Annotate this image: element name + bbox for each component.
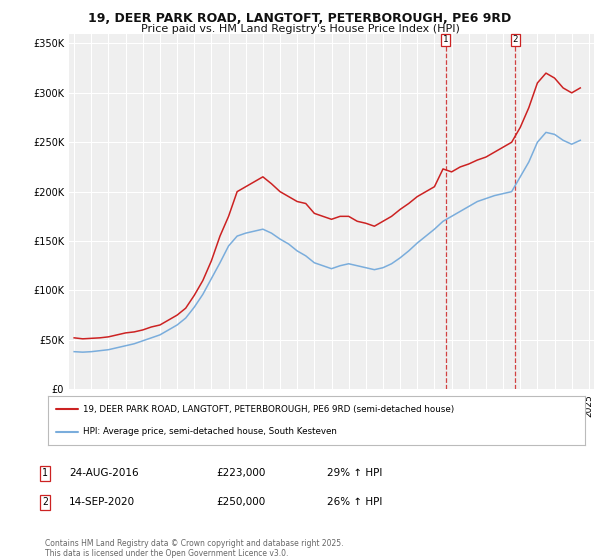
Text: Contains HM Land Registry data © Crown copyright and database right 2025.
This d: Contains HM Land Registry data © Crown c… [45, 539, 343, 558]
Text: 19, DEER PARK ROAD, LANGTOFT, PETERBOROUGH, PE6 9RD (semi-detached house): 19, DEER PARK ROAD, LANGTOFT, PETERBOROU… [83, 405, 454, 414]
Text: 24-AUG-2016: 24-AUG-2016 [69, 468, 139, 478]
Text: 14-SEP-2020: 14-SEP-2020 [69, 497, 135, 507]
Text: 29% ↑ HPI: 29% ↑ HPI [327, 468, 382, 478]
Text: Price paid vs. HM Land Registry's House Price Index (HPI): Price paid vs. HM Land Registry's House … [140, 24, 460, 34]
Text: 26% ↑ HPI: 26% ↑ HPI [327, 497, 382, 507]
Text: 2: 2 [42, 497, 48, 507]
Text: HPI: Average price, semi-detached house, South Kesteven: HPI: Average price, semi-detached house,… [83, 427, 337, 436]
Text: 1: 1 [443, 35, 448, 44]
Text: £250,000: £250,000 [216, 497, 265, 507]
Text: 19, DEER PARK ROAD, LANGTOFT, PETERBOROUGH, PE6 9RD: 19, DEER PARK ROAD, LANGTOFT, PETERBOROU… [88, 12, 512, 25]
Text: £223,000: £223,000 [216, 468, 265, 478]
Text: 2: 2 [513, 35, 518, 44]
Text: 1: 1 [42, 468, 48, 478]
